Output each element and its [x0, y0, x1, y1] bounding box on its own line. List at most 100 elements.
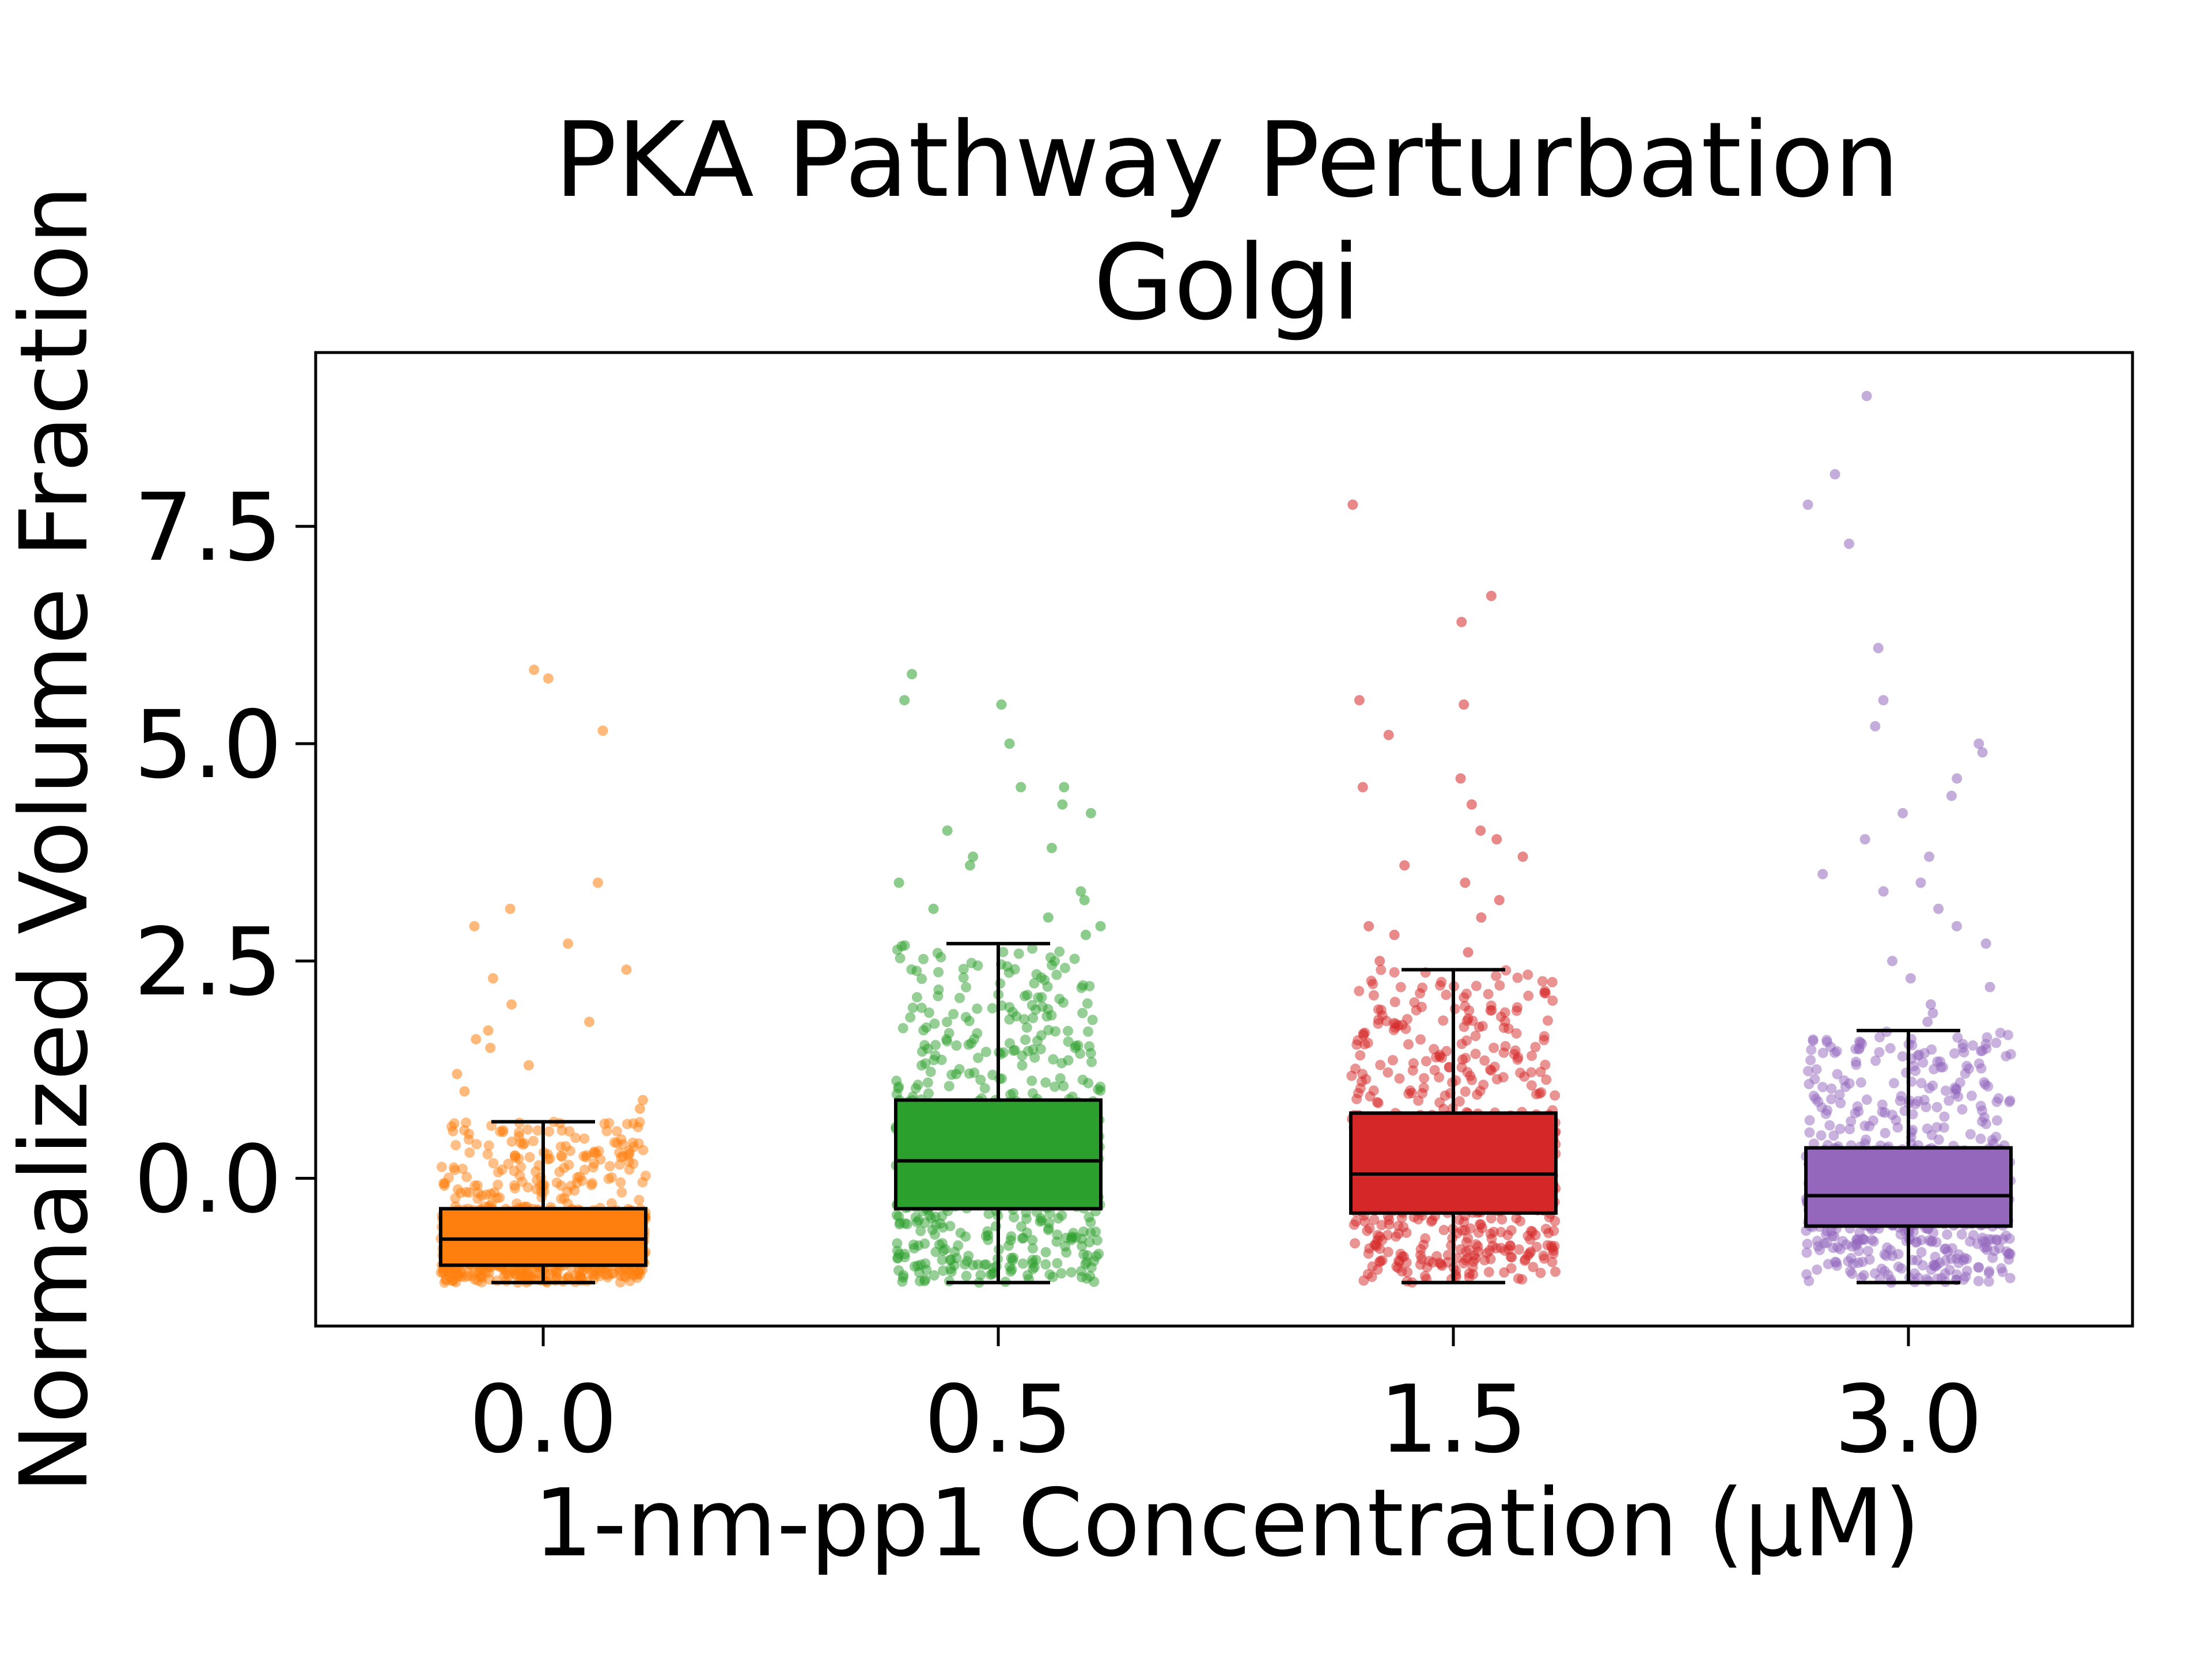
data-point: [1035, 1044, 1046, 1055]
data-point: [966, 957, 977, 968]
data-point: [1459, 1217, 1469, 1228]
outlier-point: [996, 699, 1007, 710]
data-point: [1919, 1094, 1930, 1105]
data-point: [1086, 1056, 1097, 1067]
data-point: [1511, 1028, 1522, 1039]
outlier-point: [907, 669, 918, 680]
outlier-point: [1843, 539, 1854, 549]
data-point: [945, 1221, 956, 1232]
data-point: [1078, 980, 1088, 991]
data-point: [1528, 1262, 1539, 1272]
outlier-point: [928, 903, 939, 914]
data-point: [1369, 1214, 1380, 1225]
chart-title: PKA Pathway Perturbation: [554, 100, 1899, 221]
data-point: [1461, 1016, 1472, 1027]
data-point: [1983, 1081, 1994, 1092]
data-point: [1976, 1116, 1987, 1127]
data-point: [1512, 1002, 1522, 1013]
data-point: [611, 1126, 622, 1137]
data-point: [1887, 1251, 1898, 1262]
outlier-point: [1057, 799, 1068, 810]
data-point: [1515, 1067, 1526, 1078]
data-point: [1916, 1247, 1927, 1257]
data-point: [1537, 976, 1548, 987]
data-point: [579, 1133, 590, 1144]
data-point: [1382, 1247, 1393, 1257]
data-point: [543, 1154, 554, 1165]
outlier-point: [964, 860, 975, 871]
data-point: [517, 1176, 528, 1187]
data-point: [1488, 1043, 1499, 1053]
data-point: [1464, 1005, 1475, 1016]
data-point: [1834, 1089, 1845, 1100]
outlier-point: [1984, 982, 1995, 993]
data-point: [1421, 1056, 1431, 1067]
data-point: [921, 1022, 932, 1033]
data-point: [1880, 1107, 1891, 1118]
data-point: [1491, 971, 1502, 982]
data-point: [1495, 1012, 1506, 1022]
data-point: [1048, 1054, 1059, 1065]
outlier-point: [1357, 782, 1368, 793]
outlier-point: [1952, 773, 1963, 784]
data-point: [919, 1238, 930, 1249]
data-point: [891, 1210, 902, 1221]
data-point: [1016, 1221, 1027, 1232]
data-point: [563, 1160, 574, 1171]
data-point: [1441, 1046, 1452, 1056]
data-point: [1461, 1035, 1472, 1046]
outlier-point: [638, 1094, 648, 1105]
data-point: [1857, 1256, 1868, 1267]
data-point: [1946, 1253, 1957, 1264]
data-point: [1438, 1225, 1449, 1236]
data-point: [1372, 1097, 1382, 1108]
boxes-layer: [439, 942, 2013, 1285]
iqr-box: [1804, 1146, 2013, 1228]
data-point: [1076, 1266, 1087, 1277]
data-point: [1375, 1059, 1386, 1070]
data-point: [1821, 1229, 1831, 1240]
data-point: [1991, 1096, 2002, 1107]
outlier-point: [1079, 895, 1090, 906]
data-point: [1851, 1240, 1862, 1251]
data-point: [1036, 1030, 1047, 1041]
data-point: [911, 992, 922, 1003]
data-point: [1548, 1248, 1559, 1259]
outlier-point: [1915, 877, 1926, 888]
data-point: [930, 1247, 941, 1257]
data-point: [1931, 1102, 1942, 1112]
data-point: [1498, 1072, 1509, 1083]
data-point: [1949, 1048, 1960, 1059]
data-point: [983, 1230, 994, 1241]
outlier-point: [1977, 747, 1988, 758]
data-point: [1961, 1266, 1972, 1277]
data-point: [1085, 1271, 1096, 1282]
data-point: [1876, 1263, 1887, 1274]
data-point: [510, 1183, 520, 1194]
data-point: [1350, 1238, 1361, 1249]
data-point: [935, 952, 946, 963]
data-point: [929, 1270, 940, 1281]
data-point: [604, 1161, 615, 1172]
data-point: [1355, 1050, 1366, 1061]
data-point: [905, 1012, 916, 1023]
data-point: [1468, 1269, 1479, 1280]
data-point: [1368, 990, 1379, 1001]
data-point: [1513, 1244, 1524, 1255]
outlier-point: [1004, 738, 1015, 749]
data-point: [1924, 1083, 1935, 1094]
outlier-point: [1878, 695, 1889, 706]
data-point: [896, 941, 907, 952]
data-point: [1056, 1210, 1067, 1221]
data-point: [464, 1147, 475, 1158]
data-point: [1354, 986, 1365, 997]
data-point: [1498, 1047, 1509, 1058]
outlier-point: [1460, 877, 1471, 888]
data-point: [1009, 1212, 1020, 1223]
data-point: [911, 965, 922, 976]
data-point: [1874, 1047, 1885, 1058]
data-point: [1084, 1041, 1094, 1052]
data-point: [614, 1266, 625, 1277]
data-point: [1373, 1014, 1384, 1025]
data-point: [1857, 1039, 1868, 1049]
